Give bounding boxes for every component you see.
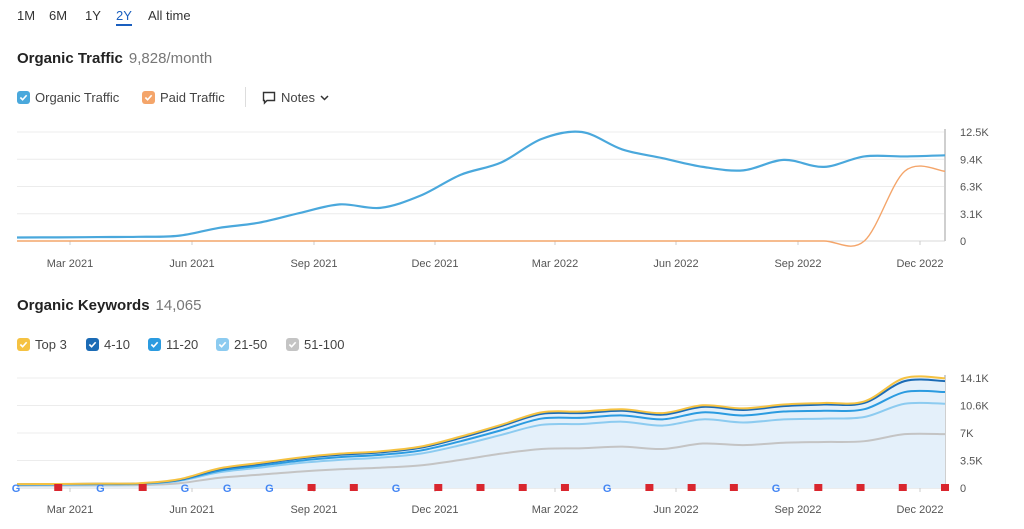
notes-dropdown[interactable]: Notes (262, 90, 329, 105)
checkbox-checked-icon (286, 338, 299, 351)
checkbox-checked-icon (142, 91, 155, 104)
flag-icon (898, 484, 907, 491)
x-tick-label: Mar 2021 (47, 504, 93, 516)
x-tick-label: Sep 2021 (290, 504, 337, 516)
legend-organic-traffic[interactable]: Organic Traffic (17, 90, 119, 105)
legend-label: 21-50 (234, 337, 268, 352)
notes-label: Notes (281, 90, 315, 105)
flag-icon (476, 484, 485, 491)
legend-divider (245, 87, 246, 107)
legend-top3[interactable]: Top 3 (17, 337, 67, 352)
keywords-title: Organic Keywords (17, 297, 150, 314)
checkbox-checked-icon (86, 338, 99, 351)
flag-icon (687, 484, 696, 491)
flag-icon (138, 484, 147, 491)
x-tick-label: Mar 2022 (532, 504, 578, 516)
legend-21-50[interactable]: 21-50 (216, 337, 267, 352)
flag-icon (729, 484, 738, 491)
flag-icon (518, 484, 527, 491)
x-tick-label: Jun 2022 (653, 504, 698, 516)
y-tick-label: 10.6K (960, 401, 989, 413)
flag-icon (434, 484, 443, 491)
checkbox-checked-icon (17, 91, 30, 104)
organic-traffic-line (16, 130, 946, 239)
range-6m[interactable]: 6M (49, 8, 68, 23)
y-tick-label: 7K (960, 428, 974, 440)
flag-icon (54, 484, 63, 491)
traffic-title: Organic Traffic (17, 50, 123, 67)
legend-label: 4-10 (104, 337, 131, 352)
flag-icon (814, 484, 823, 491)
google-update-icon: G (603, 483, 612, 495)
range-all-time[interactable]: All time (148, 8, 191, 23)
google-update-icon: G (223, 483, 232, 495)
flag-icon (645, 484, 654, 491)
legend-label: 11-20 (166, 337, 199, 352)
range-1y[interactable]: 1Y (85, 8, 101, 23)
y-tick-label: 9.4K (960, 154, 983, 166)
notes-icon (262, 91, 276, 105)
keywords-value: 14,065 (155, 297, 202, 314)
keywords-series-top-3 (16, 375, 946, 486)
legend-label: Top 3 (35, 337, 67, 352)
google-update-icon: G (12, 483, 21, 495)
y-tick-label: 12.5K (960, 127, 989, 139)
x-tick-label: Dec 2022 (896, 504, 943, 516)
y-tick-label: 3.5K (960, 456, 983, 468)
x-tick-label: Sep 2021 (290, 258, 337, 270)
checkbox-checked-icon (17, 338, 30, 351)
flag-icon (941, 484, 949, 491)
google-update-icon: G (772, 483, 781, 495)
x-tick-label: Mar 2021 (47, 258, 93, 270)
x-tick-label: Sep 2022 (774, 258, 821, 270)
organic-traffic-chart: 12.5K 9.4K 6.3K 3.1K 0 Mar 2021 Jun 2021 Sep 20… (16, 127, 989, 270)
x-tick-label: Jun 2021 (169, 504, 214, 516)
x-tick-label: Jun 2021 (169, 258, 214, 270)
legend-paid-traffic[interactable]: Paid Traffic (142, 90, 225, 105)
organic-keywords-chart: 14.1K 10.6K 7K 3.5K 0 Mar 2021 Jun 2021 Sep 202… (12, 373, 990, 516)
keywords-series-51-100 (16, 432, 946, 487)
paid-traffic-line (16, 165, 946, 247)
x-tick-label: Dec 2022 (896, 258, 943, 270)
google-update-icon: G (265, 483, 274, 495)
traffic-heading: Organic Traffic 9,828/month (17, 50, 212, 68)
checkbox-checked-icon (216, 338, 229, 351)
y-tick-label: 3.1K (960, 209, 983, 221)
x-tick-label: Dec 2021 (411, 258, 458, 270)
y-tick-label: 0 (960, 483, 966, 495)
chevron-down-icon (320, 94, 329, 101)
flag-icon (349, 484, 358, 491)
google-update-icon: G (96, 483, 105, 495)
google-update-icon: G (392, 483, 401, 495)
legend-4-10[interactable]: 4-10 (86, 337, 130, 352)
legend-51-100[interactable]: 51-100 (286, 337, 344, 352)
legend-label: 51-100 (304, 337, 345, 352)
flag-icon (560, 484, 569, 491)
y-tick-label: 6.3K (960, 182, 983, 194)
x-tick-label: Jun 2022 (653, 258, 698, 270)
traffic-value: 9,828/month (128, 50, 213, 67)
flag-icon (856, 484, 865, 491)
keywords-heading: Organic Keywords 14,065 (17, 297, 201, 315)
legend-11-20[interactable]: 11-20 (148, 337, 198, 352)
x-tick-label: Mar 2022 (532, 258, 578, 270)
range-2y[interactable]: 2Y (116, 8, 132, 26)
x-tick-label: Sep 2022 (774, 504, 821, 516)
checkbox-checked-icon (148, 338, 161, 351)
legend-label: Organic Traffic (35, 90, 120, 105)
x-tick-label: Dec 2021 (411, 504, 458, 516)
y-tick-label: 0 (960, 236, 966, 248)
legend-label: Paid Traffic (160, 90, 225, 105)
y-tick-label: 14.1K (960, 373, 989, 385)
google-update-icon: G (181, 483, 190, 495)
range-1m[interactable]: 1M (17, 8, 36, 23)
flag-icon (307, 484, 316, 491)
